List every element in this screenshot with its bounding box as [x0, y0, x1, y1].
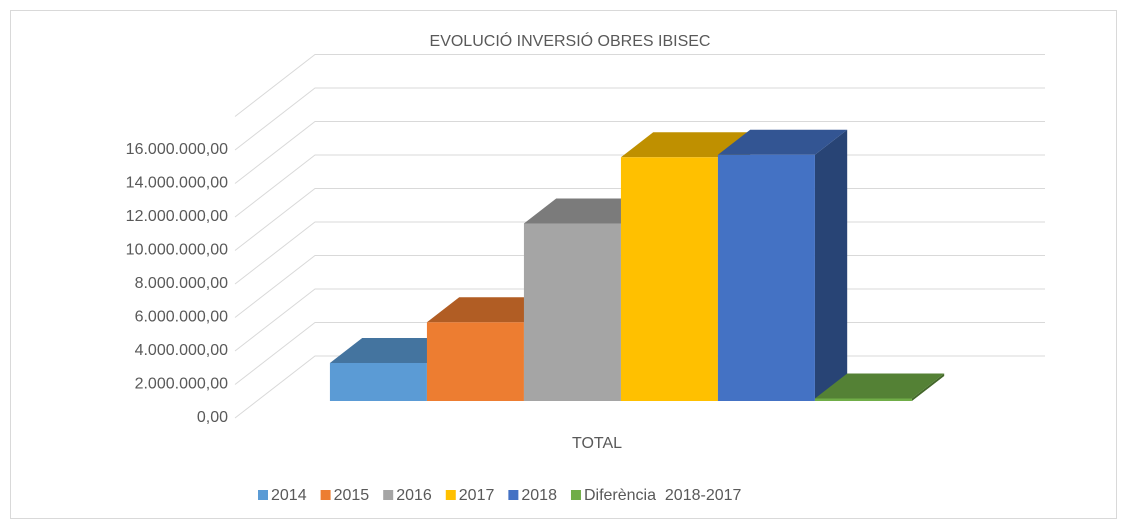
wall-edge [234, 54, 1045, 117]
bar-front [523, 223, 621, 401]
legend-swatch [570, 490, 581, 500]
bar-side [911, 373, 945, 401]
legend-label: 2014 [271, 487, 307, 504]
bar-front [814, 398, 912, 401]
bar-side [814, 129, 848, 401]
bar-top [814, 373, 945, 399]
legend-swatch [320, 490, 331, 500]
legend-label: 2015 [334, 487, 370, 504]
legend-label: 2017 [459, 487, 495, 504]
y-tick-label: 8.000.000,00 [135, 275, 229, 292]
legend-label: Diferència 2018-2017 [584, 487, 742, 504]
y-tick-label: 10.000.000,00 [126, 242, 228, 259]
bar-top [717, 129, 848, 155]
bar-top [523, 198, 654, 224]
y-tick-label: 6.000.000,00 [135, 309, 229, 326]
legend-label: 2016 [396, 487, 432, 504]
legend-swatch [508, 490, 519, 500]
bar-top [426, 297, 557, 323]
bar [814, 373, 945, 401]
bar-front [717, 154, 815, 401]
legend-label: 2018 [521, 487, 557, 504]
x-tick-label: TOTAL [572, 435, 622, 452]
legend-swatch [383, 490, 394, 500]
legend-swatch [445, 490, 456, 500]
bar [717, 129, 848, 401]
bar-front [329, 362, 427, 401]
bar-top [620, 132, 751, 158]
legend-swatch [258, 490, 268, 500]
grid-line [234, 121, 1045, 184]
y-tick-label: 12.000.000,00 [126, 208, 228, 225]
y-tick-label: 16.000.000,00 [126, 141, 228, 158]
bar-top [329, 337, 460, 363]
bar-front [620, 157, 718, 401]
y-tick-label: 4.000.000,00 [135, 342, 229, 359]
grid-line [234, 87, 1045, 151]
chart-title: EVOLUCIÓ INVERSIÓ OBRES IBISEC [430, 31, 711, 50]
y-tick-label: 0,00 [197, 409, 228, 426]
y-tick-label: 2.000.000,00 [135, 376, 229, 393]
bar-front [426, 322, 524, 401]
y-tick-label: 14.000.000,00 [126, 175, 228, 192]
